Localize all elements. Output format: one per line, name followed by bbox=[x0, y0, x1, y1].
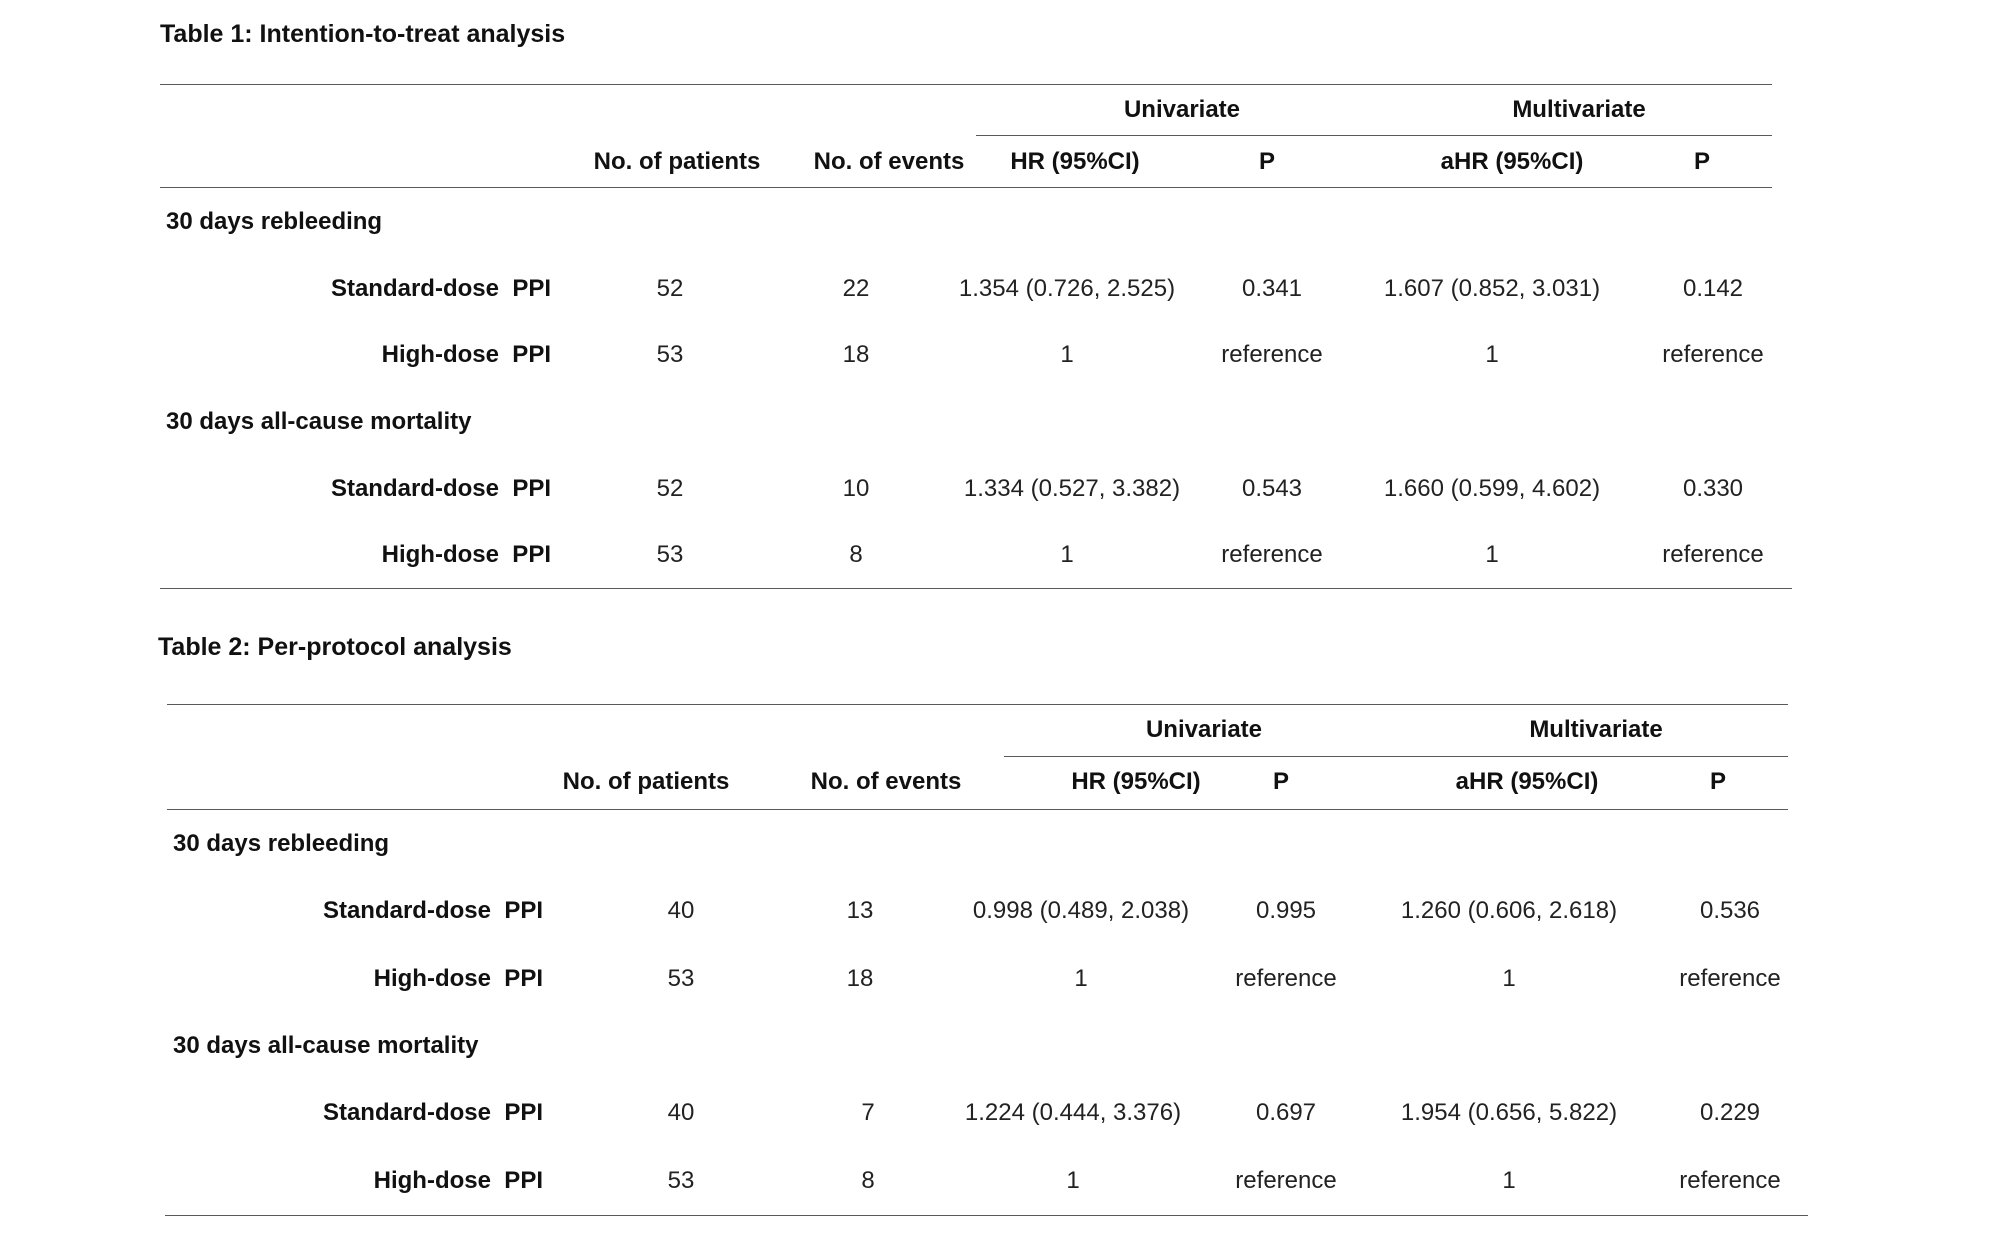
group-header-multivariate: Multivariate bbox=[1512, 96, 1646, 123]
section-title: 30 days all-cause mortality bbox=[173, 1032, 479, 1059]
table-bottom-rule bbox=[165, 1215, 1808, 1216]
row-label: Standard-dose PPI bbox=[322, 1099, 543, 1126]
cell-patients: 53 bbox=[667, 1167, 695, 1194]
col-header-events: No. of events bbox=[810, 768, 962, 795]
cell-patients: 53 bbox=[656, 341, 684, 368]
cell-events: 18 bbox=[846, 965, 874, 992]
cell-p-univariate: reference bbox=[1235, 1167, 1337, 1194]
group-header-multivariate: Multivariate bbox=[1529, 716, 1663, 743]
cell-hr: 1.354 (0.726, 2.525) bbox=[958, 275, 1176, 302]
cell-p-multivariate: reference bbox=[1662, 541, 1764, 568]
cell-p-univariate: 0.995 bbox=[1255, 897, 1317, 924]
section-title: 30 days rebleeding bbox=[166, 208, 383, 235]
cell-events: 8 bbox=[849, 541, 863, 568]
cell-patients: 40 bbox=[667, 897, 695, 924]
col-header-ahr: aHR (95%CI) bbox=[1455, 768, 1599, 795]
col-header-p-multivariate: P bbox=[1709, 768, 1727, 795]
cell-ahr: 1.260 (0.606, 2.618) bbox=[1400, 897, 1618, 924]
table-bottom-rule bbox=[160, 588, 1792, 589]
col-header-patients: No. of patients bbox=[562, 768, 730, 795]
cell-p-multivariate: reference bbox=[1679, 1167, 1781, 1194]
cell-events: 13 bbox=[846, 897, 874, 924]
cell-p-multivariate: reference bbox=[1679, 965, 1781, 992]
row-label: Standard-dose PPI bbox=[330, 275, 551, 302]
cell-events: 10 bbox=[842, 475, 870, 502]
table-caption: Table 1: Intention-to-treat analysis bbox=[160, 20, 566, 48]
col-header-p-univariate: P bbox=[1272, 768, 1290, 795]
cell-events: 18 bbox=[842, 341, 870, 368]
cell-hr: 1.334 (0.527, 3.382) bbox=[963, 475, 1181, 502]
cell-hr: 1 bbox=[1066, 1167, 1080, 1194]
cell-p-multivariate: 0.142 bbox=[1682, 275, 1744, 302]
col-header-patients: No. of patients bbox=[593, 148, 761, 175]
section-title: 30 days all-cause mortality bbox=[166, 408, 472, 435]
cell-hr: 1 bbox=[1074, 965, 1088, 992]
cell-hr: 0.998 (0.489, 2.038) bbox=[972, 897, 1190, 924]
cell-hr: 1 bbox=[1060, 541, 1074, 568]
cell-ahr: 1.607 (0.852, 3.031) bbox=[1383, 275, 1601, 302]
cell-p-univariate: 0.697 bbox=[1255, 1099, 1317, 1126]
cell-ahr: 1 bbox=[1502, 1167, 1516, 1194]
cell-patients: 52 bbox=[656, 475, 684, 502]
group-header-univariate: Univariate bbox=[1123, 96, 1241, 123]
col-header-hr: HR (95%CI) bbox=[1071, 768, 1201, 795]
cell-p-univariate: reference bbox=[1221, 541, 1323, 568]
col-header-ahr: aHR (95%CI) bbox=[1440, 148, 1584, 175]
cell-p-multivariate: 0.229 bbox=[1699, 1099, 1761, 1126]
table-top-rule bbox=[167, 704, 1788, 705]
cell-p-multivariate: reference bbox=[1662, 341, 1764, 368]
col-header-hr: HR (95%CI) bbox=[1010, 148, 1140, 175]
row-label: High-dose PPI bbox=[373, 1167, 543, 1194]
row-label: High-dose PPI bbox=[381, 341, 551, 368]
cell-p-multivariate: 0.330 bbox=[1682, 475, 1744, 502]
header-bottom-rule bbox=[167, 809, 1788, 810]
row-label: High-dose PPI bbox=[373, 965, 543, 992]
cell-events: 22 bbox=[842, 275, 870, 302]
row-label: Standard-dose PPI bbox=[322, 897, 543, 924]
col-header-p-multivariate: P bbox=[1693, 148, 1711, 175]
cell-ahr: 1 bbox=[1502, 965, 1516, 992]
row-label: Standard-dose PPI bbox=[330, 475, 551, 502]
table-caption: Table 2: Per-protocol analysis bbox=[158, 633, 512, 661]
cell-ahr: 1.954 (0.656, 5.822) bbox=[1400, 1099, 1618, 1126]
cell-patients: 52 bbox=[656, 275, 684, 302]
cell-hr: 1.224 (0.444, 3.376) bbox=[964, 1099, 1182, 1126]
group-header-univariate: Univariate bbox=[1145, 716, 1263, 743]
cell-p-univariate: 0.543 bbox=[1241, 475, 1303, 502]
cell-p-univariate: reference bbox=[1221, 341, 1323, 368]
cell-ahr: 1.660 (0.599, 4.602) bbox=[1383, 475, 1601, 502]
cell-p-univariate: 0.341 bbox=[1241, 275, 1303, 302]
cell-ahr: 1 bbox=[1485, 541, 1499, 568]
group-header-rule bbox=[976, 135, 1772, 136]
cell-patients: 40 bbox=[667, 1099, 695, 1126]
cell-p-multivariate: 0.536 bbox=[1699, 897, 1761, 924]
cell-p-univariate: reference bbox=[1235, 965, 1337, 992]
row-label: High-dose PPI bbox=[381, 541, 551, 568]
cell-ahr: 1 bbox=[1485, 341, 1499, 368]
header-bottom-rule bbox=[160, 187, 1772, 188]
col-header-p-univariate: P bbox=[1258, 148, 1276, 175]
group-header-rule bbox=[1004, 756, 1788, 757]
cell-events: 7 bbox=[861, 1099, 875, 1126]
cell-hr: 1 bbox=[1060, 341, 1074, 368]
cell-patients: 53 bbox=[667, 965, 695, 992]
cell-patients: 53 bbox=[656, 541, 684, 568]
table-top-rule bbox=[160, 84, 1772, 85]
col-header-events: No. of events bbox=[813, 148, 965, 175]
section-title: 30 days rebleeding bbox=[173, 830, 390, 857]
cell-events: 8 bbox=[861, 1167, 875, 1194]
